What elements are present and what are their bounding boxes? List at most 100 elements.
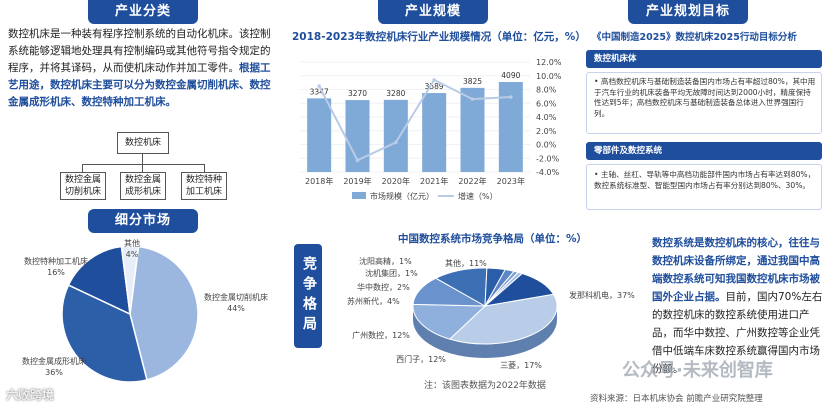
goal-block2-head: 零部件及数控系统	[586, 142, 822, 160]
pie-label-line: 数控金属切削机床	[204, 292, 268, 302]
growth-point	[470, 97, 475, 101]
pie-label-line: 16%	[47, 268, 65, 277]
tree-line	[142, 154, 143, 164]
x-tick-label: 2023年	[497, 176, 525, 186]
goals-heading: 《中国制造2025》数控机床2025行动目标分析	[592, 32, 797, 43]
pie-label: 其他，11%	[445, 258, 487, 268]
tree-child-special: 数控特种加工机床	[181, 172, 227, 200]
tree-child-forming: 数控金属成形机床	[120, 172, 166, 200]
pie-label: 华中数控，2%	[357, 282, 410, 292]
pie-label: 发那科机电，37%	[569, 290, 635, 300]
pie-label: 广州数控，12%	[352, 330, 410, 340]
y-tick-label: 12.0%	[536, 58, 562, 67]
pie-label: 沈机集团，1%	[365, 268, 418, 278]
tree-line	[82, 164, 204, 165]
bar	[307, 98, 332, 172]
bar-label: 3825	[463, 77, 482, 86]
pie-label: 数控金属切削机床 44%	[204, 292, 268, 313]
x-tick-label: 2020年	[382, 176, 410, 186]
tree-line	[204, 164, 205, 172]
market-pie-chart: 数控金属切削机床 44% 数控金属成形机床 36% 数控特种加工机床 16% 其他 4%	[22, 238, 268, 383]
goal-block2-body: • 主轴、丝杠、导轨等中高档功能部件国内市场占有率达到80%，数控系统标准型、智…	[594, 170, 816, 190]
competition-highlight: 数控系统是数控机床的核心，往往与数控机床设备所绑定，通过我国中高端数控系统可知我…	[652, 237, 820, 303]
competition-text: 数控系统是数控机床的核心，往往与数控机床设备所绑定，通过我国中高端数控系统可知我…	[652, 234, 824, 378]
bar-label: 3347	[310, 87, 329, 96]
growth-line	[318, 78, 511, 162]
pie-label-line: 4%	[126, 250, 139, 259]
pie-label: 沈阳高精，1%	[359, 256, 412, 266]
pie-label: 苏州新代，4%	[347, 296, 400, 306]
growth-point	[394, 140, 398, 145]
x-tick-label: 2021年	[420, 176, 448, 186]
intro-highlight: 根据工艺用途，数控机床主要可以分为数控金属切削机床、数控金属成形机床、数控特种加…	[8, 62, 271, 108]
scale-chart-title: 2018-2023年数控机床行业产业规模情况（单位：亿元，%）	[292, 31, 586, 43]
bar	[383, 99, 408, 172]
tree-root: 数控机床	[117, 132, 169, 154]
y-tick-label: 6.0%	[536, 99, 557, 108]
y-tick-label: 10.0%	[536, 72, 562, 81]
pie-slice	[61, 284, 148, 383]
competition-note: 注：该图表数据为2022年数据	[424, 381, 546, 391]
section-title-goal: 产业规划目标	[628, 0, 748, 24]
competition-chart-title: 中国数控系统市场竞争格局（单位：%）	[398, 233, 588, 245]
y-tick-label: 2.0%	[536, 127, 557, 136]
tree-child-cutting: 数控金属切削机床	[60, 172, 106, 200]
intro-plain: 数控机床是一种装有程序控制系统的自动化机床。该控制系统能够逻辑地处理具有控制编码…	[8, 28, 271, 74]
pie-slice	[67, 245, 131, 316]
growth-point	[509, 95, 513, 99]
competition-plain: 目前，国内70%左右的数控机床的数控系统使用进口产品，而华中数控、广州数控等企业…	[652, 291, 823, 375]
section-title-scale: 产业规模	[378, 0, 488, 24]
pie-label: 数控特种加工机床 16%	[24, 256, 88, 277]
x-tick-label: 2018年	[305, 176, 333, 186]
goal-block1-frame	[586, 72, 822, 134]
growth-point	[355, 158, 360, 163]
y-tick-label: 8.0%	[536, 86, 557, 95]
y-tick-label: 0.0%	[536, 141, 557, 150]
goal-block1-body: • 高档数控机床与基础制造装备国内市场占有率超过80%，其中用于汽车行业的机床装…	[594, 77, 816, 118]
pie-label: 数控金属成形机床 36%	[22, 356, 86, 377]
growth-point	[432, 78, 436, 82]
scale-chart: 12.0% 10.0% 8.0% 6.0% 4.0% 2.0% 0.0% -2.0% -4.0%…	[300, 58, 562, 201]
section-title-category: 产业分类	[88, 0, 198, 24]
bar-label: 3280	[386, 89, 405, 98]
bar-label: 4090	[501, 71, 520, 80]
bar	[422, 93, 447, 172]
pie-slice	[448, 293, 558, 345]
pie-label: 西门子，12%	[396, 354, 446, 364]
pie-label-line: 数控特种加工机床	[24, 256, 88, 266]
legend-swatch-bar	[352, 192, 366, 199]
goal-block2-frame	[586, 164, 822, 210]
pie-slice	[120, 245, 140, 315]
pie-slice	[129, 245, 199, 381]
x-tick-label: 2022年	[458, 176, 486, 186]
competition-pie-chart: 发那科机电，37% 三菱，17% 西门子，12% 广州数控，12% 苏州新代，4% 华中数…	[347, 256, 635, 370]
watermark-corner: 六败跨境	[6, 388, 55, 402]
bar	[460, 87, 485, 172]
intro-text: 数控机床是一种装有程序控制系统的自动化机床。该控制系统能够逻辑地处理具有控制编码…	[8, 26, 276, 111]
pie-slice	[483, 272, 555, 307]
competition-source: 资料来源：日本机床协会 前瞻产业研究院整理	[590, 394, 763, 404]
watermark: 公众号·未来创智库	[622, 360, 773, 381]
pie-label-line: 其他	[124, 238, 140, 248]
x-tick-label: 2019年	[343, 176, 371, 186]
bar-label: 3589	[425, 82, 444, 91]
pie-side	[413, 306, 557, 358]
tree-line	[82, 164, 83, 172]
bar-label: 3270	[348, 89, 367, 98]
y-tick-label: 4.0%	[536, 113, 557, 122]
goal-block2-text: 主轴、丝杠、导轨等中高档功能部件国内市场占有率达到80%，数控系统标准型、智能型…	[594, 170, 816, 190]
legend-label-bar: 市场规模（亿元）	[370, 191, 434, 201]
y-tick-label: -2.0%	[536, 154, 560, 163]
pie-slice	[412, 303, 487, 340]
section-title-competition: 竞争格局	[294, 244, 322, 348]
section-title-market: 细分市场	[88, 209, 198, 233]
pie-label: 其他 4%	[124, 238, 140, 259]
legend-label-line: 增速（%）	[458, 191, 498, 201]
pie-label-line: 44%	[227, 304, 245, 313]
growth-point	[317, 84, 321, 88]
goal-block1-head: 数控机床体	[586, 50, 822, 68]
tree-line	[142, 164, 143, 172]
y-tick-label: -4.0%	[536, 168, 560, 177]
pie-label: 三菱，17%	[500, 360, 542, 370]
pie-label-line: 36%	[45, 368, 63, 377]
